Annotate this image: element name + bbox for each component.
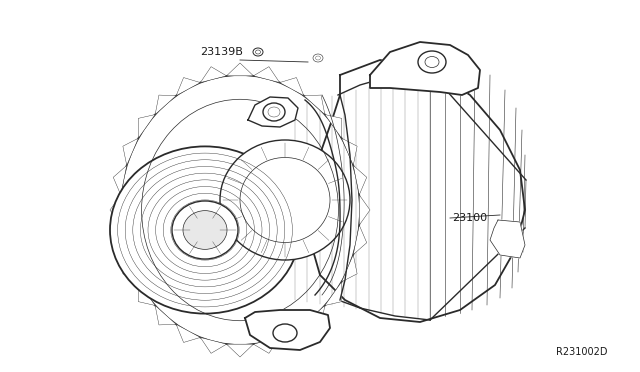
Polygon shape bbox=[325, 282, 342, 305]
Ellipse shape bbox=[183, 211, 227, 249]
Text: 23100: 23100 bbox=[452, 213, 487, 223]
Ellipse shape bbox=[240, 157, 330, 243]
Polygon shape bbox=[325, 115, 342, 138]
Polygon shape bbox=[138, 115, 155, 138]
Polygon shape bbox=[353, 225, 367, 254]
Polygon shape bbox=[304, 305, 325, 325]
Polygon shape bbox=[253, 67, 280, 83]
Text: 23139B: 23139B bbox=[200, 47, 243, 57]
Polygon shape bbox=[304, 95, 325, 115]
Polygon shape bbox=[138, 282, 155, 305]
Polygon shape bbox=[280, 324, 304, 343]
Ellipse shape bbox=[220, 140, 350, 260]
Polygon shape bbox=[200, 67, 227, 83]
Polygon shape bbox=[123, 138, 138, 166]
Polygon shape bbox=[253, 337, 280, 353]
Polygon shape bbox=[245, 310, 330, 350]
Polygon shape bbox=[490, 220, 525, 258]
Text: R231002D: R231002D bbox=[557, 347, 608, 357]
Polygon shape bbox=[113, 225, 127, 254]
Polygon shape bbox=[155, 305, 176, 325]
Polygon shape bbox=[248, 97, 298, 127]
Ellipse shape bbox=[253, 48, 263, 56]
Polygon shape bbox=[176, 324, 200, 343]
Polygon shape bbox=[176, 77, 200, 96]
Ellipse shape bbox=[172, 201, 238, 259]
Ellipse shape bbox=[263, 103, 285, 121]
Ellipse shape bbox=[120, 75, 360, 345]
Polygon shape bbox=[155, 95, 176, 115]
Ellipse shape bbox=[313, 54, 323, 62]
Polygon shape bbox=[110, 195, 121, 225]
Ellipse shape bbox=[418, 51, 446, 73]
Ellipse shape bbox=[273, 324, 297, 342]
Polygon shape bbox=[227, 344, 253, 357]
Polygon shape bbox=[342, 138, 357, 166]
Polygon shape bbox=[342, 254, 357, 282]
Polygon shape bbox=[200, 337, 227, 353]
Polygon shape bbox=[353, 166, 367, 195]
Polygon shape bbox=[280, 77, 304, 96]
Polygon shape bbox=[113, 166, 127, 195]
Polygon shape bbox=[227, 63, 253, 76]
Polygon shape bbox=[310, 60, 525, 322]
Polygon shape bbox=[370, 42, 480, 95]
Ellipse shape bbox=[110, 147, 300, 314]
Polygon shape bbox=[359, 195, 370, 225]
Polygon shape bbox=[123, 254, 138, 282]
